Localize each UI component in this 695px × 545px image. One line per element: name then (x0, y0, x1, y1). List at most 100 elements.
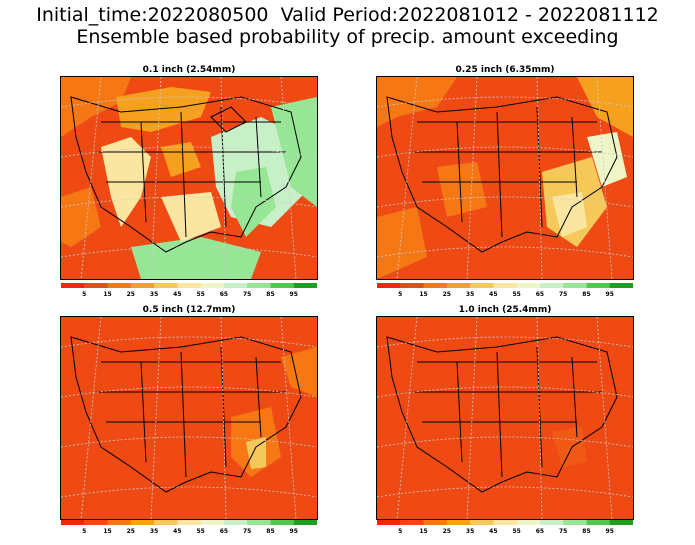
colorbar-swatch (293, 283, 317, 288)
colorbar-swatch (154, 283, 178, 288)
colorbar-label: 65 (220, 528, 228, 534)
colorbar-swatch (84, 520, 109, 525)
colorbar-swatch (223, 283, 248, 288)
colorbar-swatch (539, 520, 564, 525)
panel-title: 1.0 inch (25.4mm) (458, 305, 552, 315)
colorbar-swatch (130, 283, 155, 288)
colorbar: 5 15 25 35 45 55 65 75 85 95 (377, 520, 633, 534)
colorbar-swatch (539, 283, 564, 288)
colorbar: 5 15 25 35 45 55 65 75 85 95 (61, 283, 317, 297)
colorbar-swatch (423, 520, 448, 525)
colorbar-label: 15 (419, 291, 427, 297)
panel-title: 0.25 inch (6.35mm) (455, 65, 555, 75)
colorbar-label: 25 (127, 528, 135, 534)
colorbar-swatch (247, 520, 271, 525)
colorbar-swatch (61, 520, 85, 525)
colorbar-label: 95 (290, 291, 298, 297)
panel-title: 0.1 inch (2.54mm) (142, 65, 236, 75)
probability-map-0.25-inch (376, 76, 634, 280)
colorbar-swatch (177, 283, 202, 288)
colorbar-label: 15 (103, 528, 111, 534)
colorbar-label: 35 (466, 291, 474, 297)
colorbar-swatch (107, 283, 132, 288)
colorbar-label: 75 (559, 291, 567, 297)
panel-1.0-inch: 1.0 inch (25.4mm) (376, 304, 634, 520)
colorbar-label: 25 (443, 528, 451, 534)
colorbar-swatch (107, 520, 132, 525)
colorbar-swatch (470, 520, 494, 525)
colorbar-swatch (446, 283, 471, 288)
colorbar-swatch (84, 283, 109, 288)
title-line-2: Ensemble based probability of precip. am… (76, 26, 619, 48)
colorbar-swatch (270, 520, 295, 525)
colorbar-label: 5 (398, 528, 402, 534)
colorbar-swatch (563, 283, 587, 288)
colorbar-label: 65 (220, 291, 228, 297)
colorbar-label: 85 (582, 291, 590, 297)
colorbar-label: 25 (127, 291, 135, 297)
colorbar-label: 5 (398, 291, 402, 297)
colorbar-swatch (400, 520, 425, 525)
colorbar-swatch (177, 520, 202, 525)
colorbar-swatch (493, 520, 518, 525)
colorbar-swatch (563, 520, 587, 525)
colorbar-swatch (516, 283, 541, 288)
colorbar-label: 85 (266, 528, 274, 534)
colorbar-label: 65 (536, 291, 544, 297)
colorbar-label: 95 (606, 291, 614, 297)
colorbar-swatch (200, 520, 225, 525)
colorbar-swatch (586, 283, 611, 288)
colorbar-label: 25 (443, 291, 451, 297)
colorbar-swatch (609, 283, 633, 288)
colorbar-swatch (130, 520, 155, 525)
colorbar-swatch (223, 520, 248, 525)
colorbar-label: 35 (150, 291, 158, 297)
colorbar-swatch (293, 520, 317, 525)
colorbar-label: 85 (582, 528, 590, 534)
colorbar-swatch (200, 283, 225, 288)
probability-map-0.5-inch (60, 316, 318, 520)
colorbar-label: 35 (150, 528, 158, 534)
colorbar-swatch (493, 283, 518, 288)
colorbar-swatch (423, 283, 448, 288)
colorbar-swatch (247, 283, 271, 288)
title-line-1: Initial_time:2022080500 Valid Period:202… (36, 4, 659, 26)
panel-0.1-inch: 0.1 inch (2.54mm) (60, 64, 318, 280)
colorbar-swatch (400, 283, 425, 288)
colorbar-label: 45 (173, 291, 181, 297)
colorbar-swatch (470, 283, 494, 288)
colorbar-swatch (377, 520, 401, 525)
colorbar-label: 45 (489, 528, 497, 534)
colorbar-label: 55 (196, 291, 204, 297)
colorbar-label: 45 (489, 291, 497, 297)
colorbar-label: 55 (196, 528, 204, 534)
colorbar-swatch (270, 283, 295, 288)
colorbar-swatch (154, 520, 178, 525)
colorbar-label: 55 (512, 291, 520, 297)
colorbar-label: 95 (290, 528, 298, 534)
panel-0.25-inch: 0.25 inch (6.35mm) (376, 64, 634, 280)
colorbar-label: 15 (419, 528, 427, 534)
colorbar-label: 85 (266, 291, 274, 297)
colorbar-label: 45 (173, 528, 181, 534)
colorbar-label: 15 (103, 291, 111, 297)
colorbar-swatch (586, 520, 611, 525)
colorbar-swatch (61, 283, 85, 288)
colorbar-label: 75 (559, 528, 567, 534)
colorbar-label: 95 (606, 528, 614, 534)
colorbar-label: 35 (466, 528, 474, 534)
colorbar: 5 15 25 35 45 55 65 75 85 95 (61, 520, 317, 534)
probability-map-1.0-inch (376, 316, 634, 520)
colorbar-label: 75 (243, 528, 251, 534)
panel-0.5-inch: 0.5 inch (12.7mm) (60, 304, 318, 520)
colorbar-label: 75 (243, 291, 251, 297)
colorbar-swatch (377, 283, 401, 288)
colorbar-label: 55 (512, 528, 520, 534)
colorbar-label: 65 (536, 528, 544, 534)
colorbar: 5 15 25 35 45 55 65 75 85 95 (377, 283, 633, 297)
panel-title: 0.5 inch (12.7mm) (142, 305, 236, 315)
colorbar-label: 5 (82, 528, 86, 534)
probability-map-0.1-inch (60, 76, 318, 280)
colorbar-label: 5 (82, 291, 86, 297)
colorbar-swatch (446, 520, 471, 525)
